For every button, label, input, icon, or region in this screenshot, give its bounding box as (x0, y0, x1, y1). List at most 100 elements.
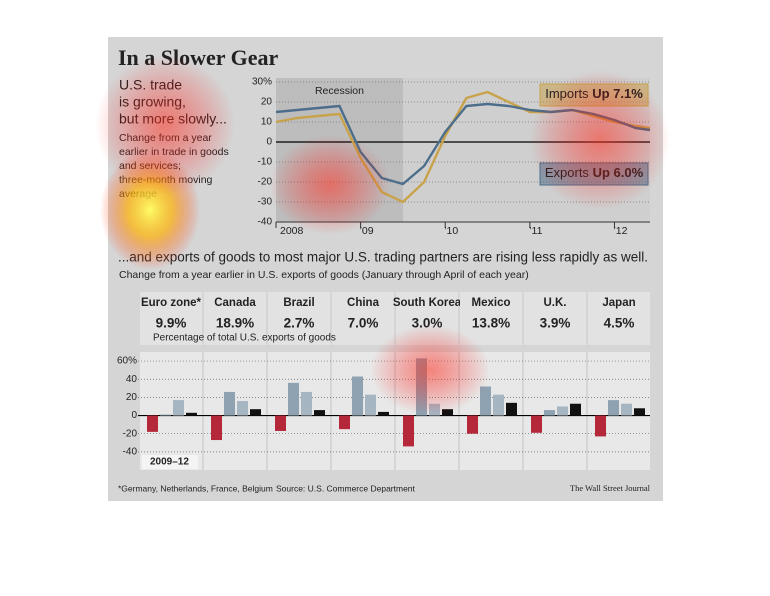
period-label: 2009–12 (150, 457, 189, 468)
bar (160, 414, 171, 416)
y-tick-label: -40 (258, 217, 273, 228)
share-label: Percentage of total U.S. exports of good… (153, 333, 336, 344)
share-value: 9.9% (156, 316, 187, 331)
bar (224, 391, 235, 416)
share-value: 4.5% (604, 316, 635, 331)
note: average (119, 188, 157, 200)
y-tick-label: -10 (258, 157, 273, 168)
subtitle: but more slowly... (119, 111, 227, 127)
x-tick-label: ’10 (444, 225, 458, 237)
series-label: Exports Up 6.0% (545, 165, 644, 180)
bar (173, 400, 184, 416)
bar (403, 415, 414, 447)
bar (237, 401, 248, 416)
subtitle: U.S. trade (119, 77, 182, 93)
bar (595, 415, 606, 437)
bar (275, 415, 286, 431)
legend-label: Imports (545, 86, 589, 101)
bar (480, 386, 491, 416)
column-header (588, 292, 650, 345)
bar (211, 415, 222, 441)
share-value: 13.8% (472, 316, 510, 331)
note: earlier in trade in goods (119, 146, 229, 158)
y-tick-label: 10 (261, 117, 273, 128)
column-plot (140, 352, 202, 470)
bar (467, 415, 478, 434)
category-label: China (347, 297, 380, 309)
series-change: Up 6.0% (593, 165, 644, 180)
column-header (140, 292, 202, 345)
y-tick-label: 60% (117, 356, 137, 367)
y-tick-label: 30% (252, 77, 272, 88)
period-label-box (142, 455, 198, 469)
share-value: 18.9% (216, 316, 254, 331)
x-tick-label: 2008 (280, 225, 304, 237)
category-label: Mexico (472, 297, 511, 309)
share-value: 7.0% (348, 316, 379, 331)
category-label: Japan (602, 297, 635, 309)
section-title: ...and exports of goods to most major U.… (118, 250, 648, 265)
note: three-month moving (119, 174, 213, 186)
y-tick-label: 20 (126, 392, 138, 403)
bar (608, 400, 619, 416)
bar (634, 408, 645, 416)
credit: The Wall Street Journal (570, 483, 651, 493)
x-tick-label: ’11 (529, 225, 542, 237)
column-header (524, 292, 586, 345)
share-value: 2.7% (284, 316, 315, 331)
bar (570, 403, 581, 416)
bar (352, 376, 363, 416)
legend-label: Exports (545, 165, 590, 180)
recession-label: Recession (315, 85, 364, 97)
bar (493, 394, 504, 416)
y-tick-label: 0 (131, 410, 137, 421)
footnote: *Germany, Netherlands, France, Belgium (118, 483, 273, 493)
bar (557, 406, 568, 416)
recession-band (276, 78, 403, 222)
category-label: Brazil (283, 297, 314, 309)
y-tick-label: 40 (126, 374, 138, 385)
section-subtitle: Change from a year earlier in U.S. expor… (119, 269, 529, 281)
y-tick-label: -20 (258, 177, 273, 188)
y-tick-label: -30 (258, 197, 273, 208)
bar (339, 415, 350, 430)
column-header (268, 292, 330, 345)
note: Change from a year (119, 132, 212, 144)
category-label: Euro zone* (141, 297, 202, 309)
y-tick-label: -40 (123, 446, 138, 457)
bar (250, 409, 261, 416)
x-tick-label: ’09 (360, 225, 374, 237)
bar (442, 409, 453, 416)
bar (621, 403, 632, 416)
y-tick-label: -20 (123, 428, 138, 439)
x-tick-label: ’12 (613, 225, 627, 237)
bar (416, 358, 427, 416)
share-value: 3.0% (412, 316, 443, 331)
y-tick-label: 0 (266, 137, 272, 148)
bar (506, 402, 517, 416)
bar (314, 410, 325, 416)
bar (544, 410, 555, 416)
category-label: U.K. (544, 297, 567, 309)
subtitle: is growing, (119, 94, 186, 110)
series-change: Up 7.1% (592, 86, 643, 101)
note: and services; (119, 160, 181, 172)
chart-title: In a Slower Gear (118, 45, 279, 70)
bar (531, 415, 542, 433)
bar (378, 411, 389, 416)
bar (301, 391, 312, 416)
bar (429, 403, 440, 416)
bar (186, 412, 197, 416)
source: Source: U.S. Commerce Department (276, 483, 416, 493)
bar (147, 415, 158, 432)
y-tick-label: 20 (261, 97, 273, 108)
category-label: Canada (214, 297, 256, 309)
bar (288, 382, 299, 416)
share-value: 3.9% (540, 316, 571, 331)
column-header (204, 292, 266, 345)
series-label: Imports Up 7.1% (545, 86, 643, 101)
bar (365, 394, 376, 416)
category-label: South Korea (393, 297, 462, 309)
